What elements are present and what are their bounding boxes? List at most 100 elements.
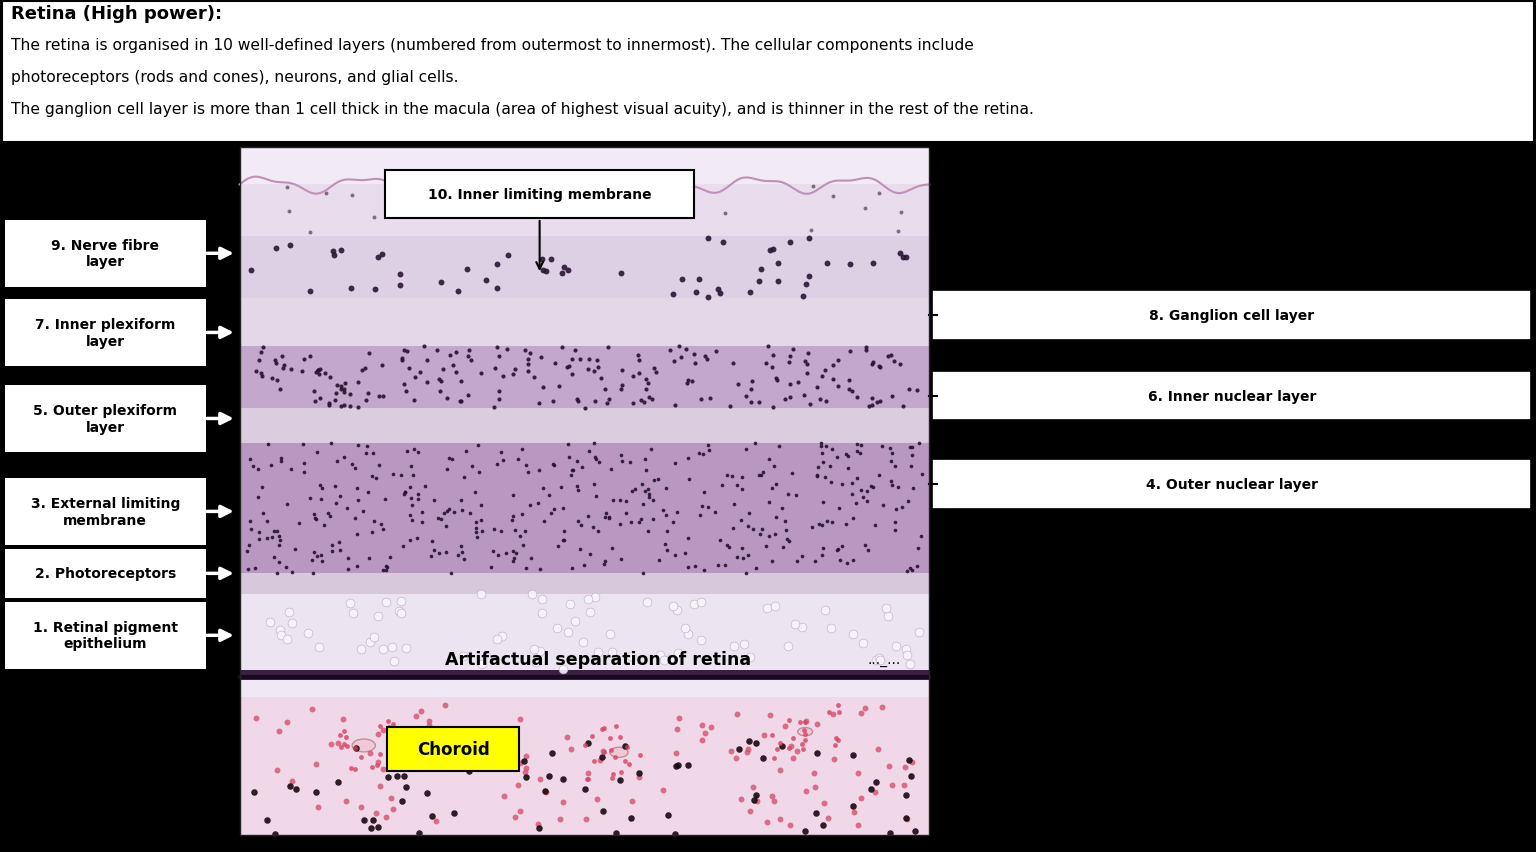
Point — [574, 812, 599, 826]
Point — [353, 394, 378, 407]
Point — [794, 784, 819, 797]
Point — [596, 202, 621, 216]
Point — [590, 745, 614, 758]
Point — [662, 827, 687, 841]
Point — [515, 750, 539, 763]
Point — [373, 564, 398, 578]
Point — [459, 459, 484, 473]
Point — [375, 560, 399, 573]
Point — [355, 387, 379, 400]
Point — [430, 362, 455, 376]
Point — [576, 766, 601, 780]
Point — [438, 349, 462, 363]
Point — [565, 484, 590, 498]
Point — [777, 741, 802, 755]
Point — [535, 265, 559, 279]
Point — [433, 520, 458, 533]
Point — [737, 507, 762, 521]
Point — [531, 263, 556, 277]
Point — [276, 205, 301, 219]
Point — [505, 452, 530, 466]
Point — [263, 550, 287, 564]
Point — [445, 285, 470, 298]
Point — [382, 729, 407, 743]
Point — [877, 759, 902, 773]
Point — [433, 699, 458, 712]
Point — [398, 481, 422, 494]
Point — [319, 544, 344, 558]
Point — [576, 736, 601, 750]
Point — [404, 710, 429, 723]
Point — [464, 522, 488, 536]
Point — [776, 713, 800, 727]
Point — [241, 786, 266, 799]
Point — [665, 603, 690, 617]
Point — [501, 555, 525, 568]
Point — [515, 366, 539, 379]
Point — [399, 737, 424, 751]
Point — [822, 752, 846, 766]
Point — [398, 509, 422, 522]
Point — [436, 452, 461, 465]
Point — [723, 751, 748, 764]
Point — [269, 452, 293, 466]
Point — [879, 455, 903, 469]
Point — [796, 358, 820, 371]
Point — [765, 743, 790, 757]
Point — [899, 460, 923, 474]
Point — [508, 712, 533, 726]
Text: 4. Outer nuclear layer: 4. Outer nuclear layer — [1146, 477, 1318, 492]
FancyBboxPatch shape — [5, 479, 206, 545]
Point — [585, 525, 610, 538]
Point — [487, 350, 511, 364]
Point — [367, 747, 392, 761]
Point — [415, 354, 439, 368]
Point — [750, 522, 774, 536]
Point — [402, 394, 427, 407]
Point — [410, 515, 435, 529]
Point — [765, 256, 790, 270]
Point — [608, 518, 633, 532]
Point — [905, 559, 929, 573]
Point — [793, 715, 817, 728]
Point — [690, 634, 714, 648]
Point — [809, 437, 834, 451]
Text: Artifactual separation of retina: Artifactual separation of retina — [445, 651, 751, 669]
Point — [688, 509, 713, 522]
Point — [318, 396, 343, 410]
Point — [364, 758, 389, 772]
Point — [596, 393, 621, 406]
Point — [481, 545, 505, 559]
Bar — [240, 147, 929, 835]
Point — [333, 377, 358, 390]
Point — [390, 540, 415, 554]
Point — [631, 567, 656, 580]
Point — [756, 601, 780, 614]
Point — [743, 788, 768, 802]
Bar — [240, 595, 929, 670]
Point — [660, 599, 685, 613]
Point — [676, 758, 700, 772]
Point — [502, 552, 527, 566]
Point — [688, 596, 713, 609]
Point — [339, 458, 364, 472]
Point — [450, 757, 475, 770]
Point — [370, 642, 395, 656]
Point — [501, 489, 525, 503]
Point — [601, 493, 625, 507]
Point — [535, 193, 559, 207]
Point — [436, 503, 461, 516]
Point — [303, 394, 327, 408]
Point — [306, 550, 330, 564]
Point — [361, 515, 386, 528]
Bar — [240, 409, 929, 443]
Point — [791, 723, 816, 737]
Point — [711, 236, 736, 250]
Point — [401, 469, 425, 483]
Point — [332, 725, 356, 739]
Point — [725, 551, 750, 565]
FancyBboxPatch shape — [5, 386, 206, 452]
Point — [565, 394, 590, 408]
Point — [730, 470, 754, 484]
Point — [247, 526, 272, 539]
